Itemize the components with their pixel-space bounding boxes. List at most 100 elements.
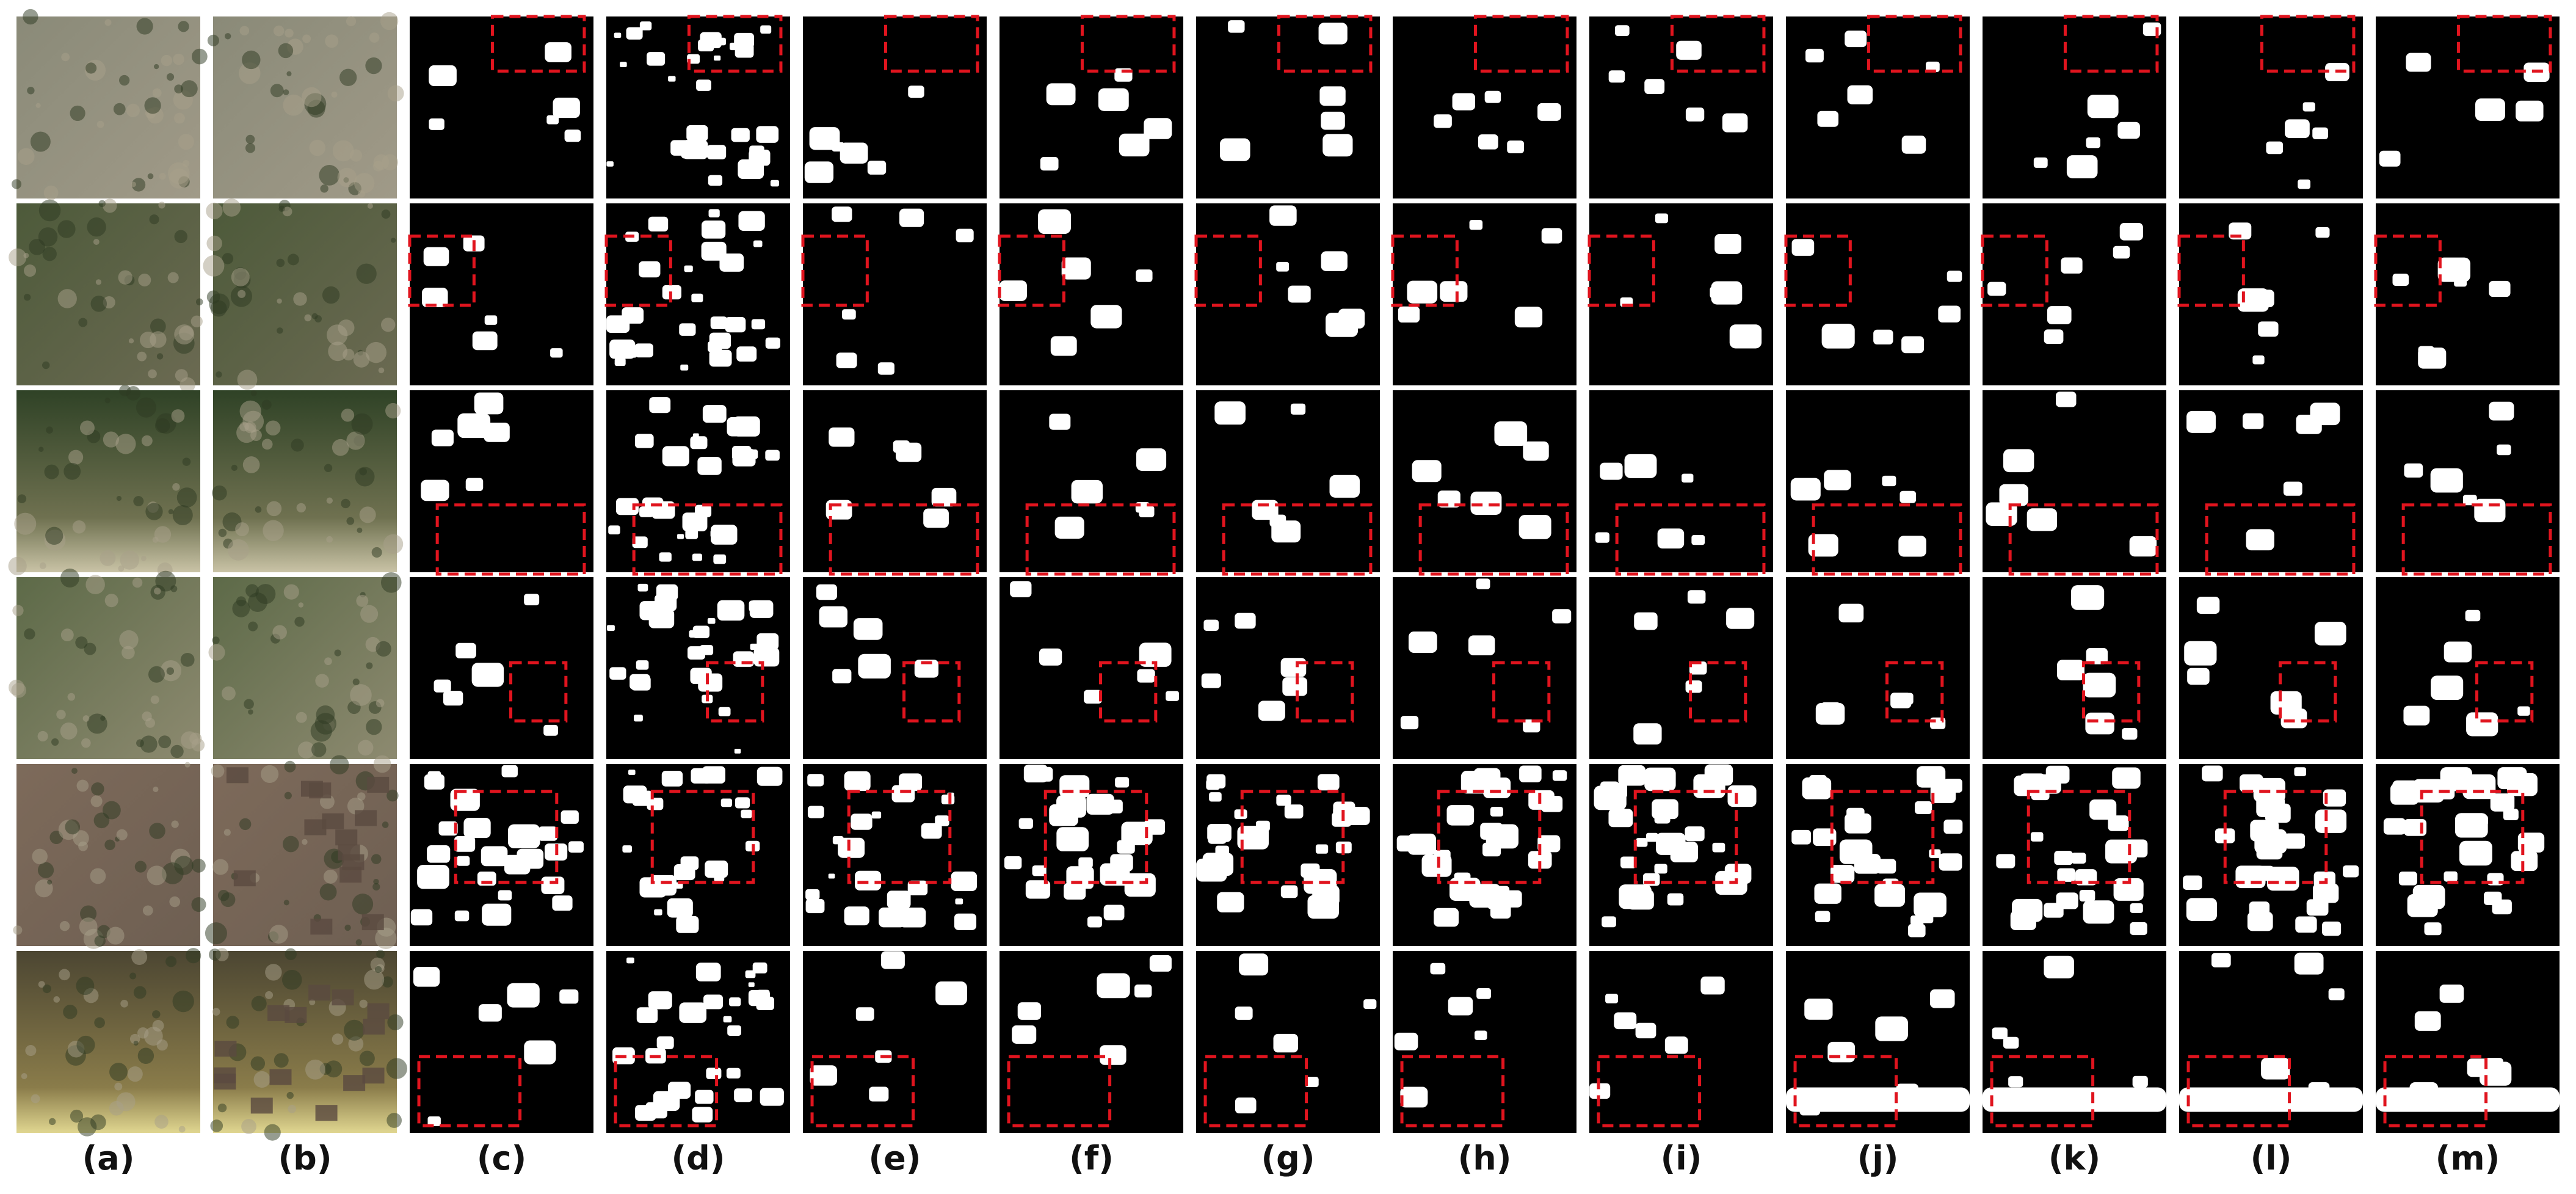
mask-blob xyxy=(760,25,772,34)
photo-texture xyxy=(206,235,222,252)
mask-blob xyxy=(1201,673,1221,688)
photo-texture xyxy=(208,644,225,661)
photo-texture xyxy=(150,695,159,704)
mask-blob xyxy=(1434,908,1459,927)
mask-bg xyxy=(1393,577,1576,759)
mask-blob xyxy=(1400,716,1419,730)
photo-texture xyxy=(180,652,195,667)
house xyxy=(338,844,360,861)
mask xyxy=(604,203,790,385)
mask xyxy=(410,764,593,946)
mask-blob xyxy=(1235,1007,1253,1020)
mask-blob xyxy=(2057,660,2084,681)
mask-blob xyxy=(2184,641,2217,666)
photo-texture xyxy=(142,711,152,722)
mask-blob xyxy=(1523,719,1540,733)
photo-texture xyxy=(375,927,397,950)
highlight-box xyxy=(1867,15,1962,73)
mask-blob xyxy=(2406,53,2431,72)
photo-texture xyxy=(122,646,135,660)
mask-bg xyxy=(803,390,987,572)
photo-texture xyxy=(178,134,194,150)
photo-texture xyxy=(178,1126,186,1133)
photo-texture xyxy=(382,821,389,828)
photo-texture xyxy=(352,894,374,915)
mask-blob xyxy=(1595,532,1609,543)
house xyxy=(214,1041,237,1057)
mask xyxy=(1393,15,1576,198)
photo-texture xyxy=(180,80,198,98)
mask-blob xyxy=(1817,111,1839,127)
photo-texture xyxy=(302,87,322,107)
mask-blob xyxy=(697,457,722,475)
mask-blob xyxy=(1269,205,1297,226)
mask xyxy=(1196,390,1380,576)
photo-texture xyxy=(57,289,77,308)
mask-blob xyxy=(1943,819,1963,834)
mask-blob xyxy=(727,1025,741,1036)
mask-blob xyxy=(2266,141,2284,155)
mask-blob xyxy=(653,881,673,896)
mask-blob xyxy=(701,220,726,239)
mask-blob xyxy=(1039,648,1062,666)
highlight-box xyxy=(2177,235,2245,307)
mask xyxy=(2179,577,2363,759)
mask-blob xyxy=(1830,865,1855,883)
photo-texture xyxy=(263,520,284,541)
mask-blob xyxy=(1217,892,1244,912)
mask-bg xyxy=(1000,16,1183,198)
mask-blob xyxy=(1821,324,1855,349)
photo-texture xyxy=(57,220,76,238)
photo-texture xyxy=(120,1000,128,1008)
mask-blob xyxy=(1209,792,1222,802)
photo-texture xyxy=(266,501,282,517)
photo-texture xyxy=(153,64,159,70)
photo-texture xyxy=(327,324,348,346)
mask-blob xyxy=(2129,536,2157,557)
mask-blob xyxy=(1710,286,1726,299)
mask-blob xyxy=(1064,883,1086,900)
photo-texture xyxy=(210,1119,223,1132)
photo-texture xyxy=(145,503,163,520)
mask-blob xyxy=(1448,997,1473,1016)
photo-texture xyxy=(71,768,78,774)
photo-texture xyxy=(203,255,225,277)
mask-blob xyxy=(2057,868,2075,882)
mask-blob xyxy=(668,76,676,82)
mask-bg xyxy=(1786,16,1970,198)
photo-texture xyxy=(378,367,385,374)
mask xyxy=(606,951,790,1133)
mask-blob xyxy=(1482,842,1501,857)
mask-blob xyxy=(2239,774,2263,792)
mask-blob xyxy=(647,798,664,810)
photo-texture xyxy=(285,948,297,961)
photo-texture xyxy=(161,54,173,67)
mask-blob xyxy=(1854,854,1881,874)
mask-blob xyxy=(2113,246,2130,259)
mask-blob xyxy=(1235,1098,1257,1113)
photo-texture xyxy=(220,892,236,908)
mask xyxy=(1000,390,1183,576)
mask-blob xyxy=(1914,892,1947,917)
photo-texture xyxy=(150,318,166,335)
mask-blob xyxy=(2186,410,2216,433)
photo-texture xyxy=(339,68,357,86)
mask-blob xyxy=(1615,25,1630,36)
mask-blob xyxy=(692,625,710,638)
mask-blob xyxy=(524,1040,556,1065)
mask-blob xyxy=(1633,723,1662,745)
mask-blob xyxy=(1061,257,1091,280)
photo-texture xyxy=(109,1063,128,1082)
mask-blob xyxy=(1271,520,1301,543)
mask-blob xyxy=(1087,916,1102,928)
photo-texture xyxy=(191,858,206,873)
photo-texture xyxy=(17,494,27,503)
mask-blob xyxy=(745,970,756,978)
mask xyxy=(1786,390,1970,576)
mask-blob xyxy=(543,724,558,736)
mask-blob xyxy=(1815,703,1845,725)
photo-texture xyxy=(382,976,393,988)
mask-bg xyxy=(1786,203,1970,385)
mask-blob xyxy=(2424,922,2442,936)
mask-blob xyxy=(899,208,924,227)
